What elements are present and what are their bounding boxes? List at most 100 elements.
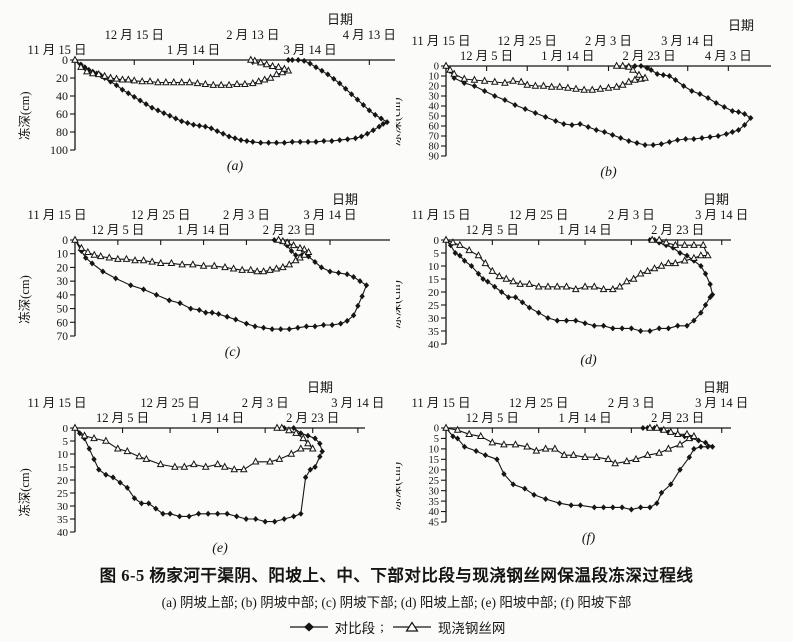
svg-text:12 月 25 日: 12 月 25 日	[509, 396, 568, 410]
svg-text:30: 30	[429, 92, 440, 103]
svg-text:40: 40	[429, 507, 440, 518]
svg-text:40: 40	[57, 290, 69, 302]
svg-text:3 月 14 日: 3 月 14 日	[661, 34, 714, 48]
svg-text:2 月 3 日: 2 月 3 日	[608, 396, 655, 410]
svg-text:12 月 25 日: 12 月 25 日	[131, 208, 190, 222]
svg-text:3 月 14 日: 3 月 14 日	[695, 396, 748, 410]
chart-svg-b: 11 月 15 日12 月 5 日12 月 25 日1 月 14 日2 月 3 …	[388, 18, 771, 180]
triangle-marker-icon	[392, 621, 431, 632]
svg-text:日期: 日期	[728, 18, 754, 33]
svg-text:4 月 3 日: 4 月 3 日	[705, 49, 752, 63]
svg-text:12 月 25 日: 12 月 25 日	[140, 396, 199, 410]
svg-text:2 月 23 日: 2 月 23 日	[263, 223, 316, 237]
svg-text:冻深(cm): 冻深(cm)	[396, 462, 403, 511]
svg-text:90: 90	[429, 152, 440, 163]
svg-text:1 月 14 日: 1 月 14 日	[177, 223, 230, 237]
svg-text:2 月 23 日: 2 月 23 日	[651, 411, 704, 425]
svg-text:10: 10	[429, 72, 440, 83]
svg-text:30: 30	[429, 486, 440, 497]
svg-text:(a): (a)	[227, 159, 244, 174]
svg-text:1 月 14 日: 1 月 14 日	[167, 43, 220, 57]
svg-text:20: 20	[57, 475, 69, 487]
svg-text:1 月 14 日: 1 月 14 日	[191, 411, 244, 425]
svg-text:0: 0	[62, 53, 68, 67]
svg-text:2 月 3 日: 2 月 3 日	[223, 208, 270, 222]
svg-text:日期: 日期	[327, 12, 353, 27]
svg-text:12 月 5 日: 12 月 5 日	[460, 49, 513, 63]
svg-text:1 月 14 日: 1 月 14 日	[541, 49, 594, 63]
legend-item-comparison: 对比段;	[288, 617, 384, 637]
svg-text:20: 20	[57, 262, 69, 274]
svg-text:日期: 日期	[307, 380, 333, 395]
svg-text:60: 60	[429, 122, 440, 133]
svg-text:10: 10	[428, 261, 440, 273]
svg-text:20: 20	[428, 287, 440, 299]
legend-item-mesh: 现浇钢丝网	[391, 617, 506, 637]
svg-text:25: 25	[57, 488, 69, 500]
svg-text:35: 35	[428, 326, 440, 338]
svg-text:11 月 15 日: 11 月 15 日	[28, 208, 87, 222]
legend-label-comparison: 对比段	[334, 621, 376, 636]
svg-text:100: 100	[50, 143, 68, 157]
svg-text:20: 20	[56, 71, 68, 85]
svg-text:40: 40	[428, 339, 440, 351]
svg-text:60: 60	[57, 317, 69, 329]
svg-text:冻深(cm): 冻深(cm)	[396, 280, 403, 329]
svg-text:12 月 25 日: 12 月 25 日	[509, 208, 568, 222]
svg-text:2 月 3 日: 2 月 3 日	[585, 34, 632, 48]
svg-text:2 月 23 日: 2 月 23 日	[651, 223, 704, 237]
svg-text:15: 15	[428, 274, 440, 286]
svg-text:5: 5	[63, 436, 69, 448]
svg-text:10: 10	[57, 449, 69, 461]
figure-subcaption: (a) 阴坡上部; (b) 阴坡中部; (c) 阴坡下部; (d) 阳坡上部; …	[161, 595, 632, 610]
svg-text:80: 80	[56, 125, 68, 139]
svg-text:10: 10	[57, 249, 69, 261]
svg-text:5: 5	[434, 248, 440, 260]
svg-text:60: 60	[56, 107, 68, 121]
svg-text:15: 15	[429, 455, 440, 466]
svg-text:45: 45	[429, 518, 440, 529]
svg-text:11 月 15 日: 11 月 15 日	[412, 208, 471, 222]
svg-text:0: 0	[434, 235, 440, 247]
chart-svg-f: 11 月 15 日12 月 5 日12 月 25 日1 月 14 日2 月 3 …	[388, 380, 748, 546]
svg-text:1 月 14 日: 1 月 14 日	[558, 411, 611, 425]
figure-title: 图 6-5 杨家河干渠阴、阳坡上、中、下部对比段与现浇钢丝网保温段冻深过程线	[99, 566, 694, 585]
svg-text:35: 35	[429, 497, 440, 508]
svg-text:30: 30	[428, 313, 440, 325]
svg-text:(c): (c)	[225, 345, 241, 360]
svg-text:2 月 3 日: 2 月 3 日	[242, 396, 289, 410]
svg-text:11 月 15 日: 11 月 15 日	[412, 34, 471, 48]
figure-legend: 对比段; 现浇钢丝网	[0, 617, 793, 637]
svg-text:冻深(cm): 冻深(cm)	[17, 91, 32, 140]
svg-text:5: 5	[434, 434, 439, 445]
legend-label-mesh: 现浇钢丝网	[437, 621, 506, 636]
svg-text:3 月 14 日: 3 月 14 日	[695, 208, 748, 222]
chart-svg-c: 11 月 15 日 12 月 5 日12 月 25 日1 月 14 日2 月 3 …	[17, 192, 390, 360]
svg-text:12 月 5 日: 12 月 5 日	[96, 411, 149, 425]
svg-text:(f): (f)	[582, 531, 596, 546]
diamond-marker-icon	[289, 622, 328, 632]
svg-text:2 月 23 日: 2 月 23 日	[623, 49, 676, 63]
svg-text:(e): (e)	[212, 541, 228, 556]
svg-text:15: 15	[57, 462, 69, 474]
svg-text:(b): (b)	[600, 165, 617, 180]
svg-text:3 月 14 日: 3 月 14 日	[331, 396, 384, 410]
svg-text:0: 0	[62, 235, 68, 247]
svg-text:40: 40	[429, 102, 440, 113]
chart-svg-a: 11 月 15 日 12 月 15 日1 月 14 日 2 月 13 日 3 月 14…	[17, 12, 396, 174]
svg-text:12 月 25 日: 12 月 25 日	[498, 34, 557, 48]
svg-text:日期: 日期	[332, 192, 358, 207]
chart-svg-d: 11 月 15 日12 月 5 日12 月 25 日1 月 14 日2 月 3 …	[388, 192, 748, 368]
svg-text:11 月 15 日: 11 月 15 日	[28, 396, 87, 410]
legend-separator: ;	[380, 619, 384, 634]
svg-text:50: 50	[57, 304, 69, 316]
svg-text:20: 20	[429, 465, 440, 476]
svg-text:25: 25	[429, 476, 440, 487]
